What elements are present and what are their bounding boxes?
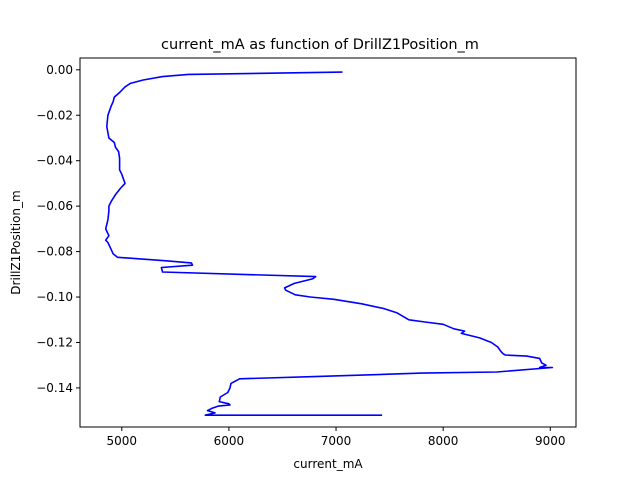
plot-frame <box>79 57 577 428</box>
y-tick-label: 0.00 <box>46 63 73 77</box>
x-axis-label: current_mA <box>293 457 363 471</box>
y-tick-label: −0.12 <box>36 335 73 349</box>
plot-area: 5000 6000 7000 8000 9000 0.00 −0.02 −0.04 −0.06… <box>36 57 577 448</box>
x-tick-label: 6000 <box>214 434 245 448</box>
y-tick-label: −0.14 <box>36 381 73 395</box>
x-axis: 5000 6000 7000 8000 9000 <box>107 427 566 448</box>
y-axis: 0.00 −0.02 −0.04 −0.06 −0.08 −0.10 −0.12 −0.14 <box>36 63 80 395</box>
x-tick-label: 7000 <box>321 434 352 448</box>
x-tick-label: 5000 <box>107 434 138 448</box>
x-tick-label: 9000 <box>535 434 566 448</box>
series-line <box>104 71 554 417</box>
y-tick-label: −0.08 <box>36 245 73 259</box>
y-tick-label: −0.04 <box>36 154 73 168</box>
y-tick-label: −0.10 <box>36 290 73 304</box>
chart-title: current_mA as function of DrillZ1Positio… <box>161 37 479 53</box>
y-tick-label: −0.06 <box>36 199 73 213</box>
y-axis-label: DrillZ1Position_m <box>9 190 23 294</box>
y-tick-label: −0.02 <box>36 108 73 122</box>
x-tick-label: 8000 <box>428 434 459 448</box>
